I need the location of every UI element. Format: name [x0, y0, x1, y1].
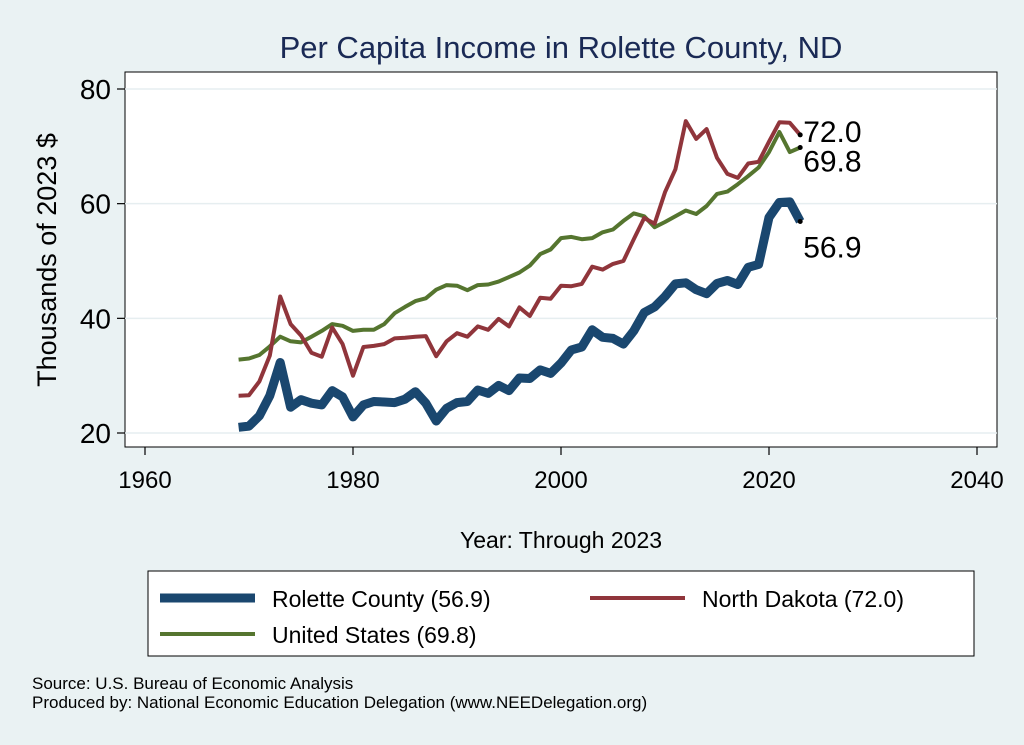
x-tick-label-1980: 1980: [326, 467, 379, 494]
y-tick-label-40: 40: [80, 303, 111, 334]
end-labels: 56.9 72.069.8: [797, 116, 862, 264]
x-axis-title: Year: Through 2023: [460, 527, 662, 553]
end-label-united-states: 69.8: [803, 145, 861, 178]
y-tick-label-80: 80: [80, 74, 111, 105]
y-tick-label-20: 20: [80, 418, 111, 449]
legend: Rolette County (56.9) North Dakota (72.0…: [147, 570, 975, 657]
x-tick-label-2000: 2000: [534, 467, 587, 494]
series-line-rolette-county: [238, 197, 805, 432]
series-lines: [238, 119, 805, 432]
legend-label-north-dakota: North Dakota (72.0): [702, 586, 904, 612]
end-label-rolette-county: 56.9: [803, 231, 861, 264]
gridlines: [125, 88, 997, 434]
y-axis-title: Thousands of 2023 $: [32, 133, 62, 387]
x-axis: 1960 1980 2000 2020 2040: [118, 447, 1004, 494]
y-axis: 20 40 60 80: [80, 74, 125, 449]
end-point-rolette-county: [797, 218, 803, 224]
x-tick-label-2040: 2040: [950, 467, 1003, 494]
end-point-united-states: [797, 144, 803, 150]
plot-area: [124, 71, 998, 448]
source-note: Source: U.S. Bureau of Economic Analysis: [32, 674, 353, 693]
x-tick-label-1960: 1960: [118, 467, 171, 494]
end-label-north-dakota: 72.0: [803, 116, 861, 149]
produced-note: Produced by: National Economic Education…: [32, 693, 647, 712]
x-tick-label-2020: 2020: [742, 467, 795, 494]
end-point-north-dakota: [797, 132, 803, 138]
series-line-north-dakota: [238, 119, 802, 398]
legend-box: [147, 570, 975, 657]
chart-title: Per Capita Income in Rolette County, ND: [280, 30, 843, 65]
legend-label-united-states: United States (69.8): [272, 622, 477, 648]
legend-label-rolette: Rolette County (56.9): [272, 586, 491, 612]
series-line-united-states: [238, 130, 802, 362]
y-tick-label-60: 60: [80, 189, 111, 220]
